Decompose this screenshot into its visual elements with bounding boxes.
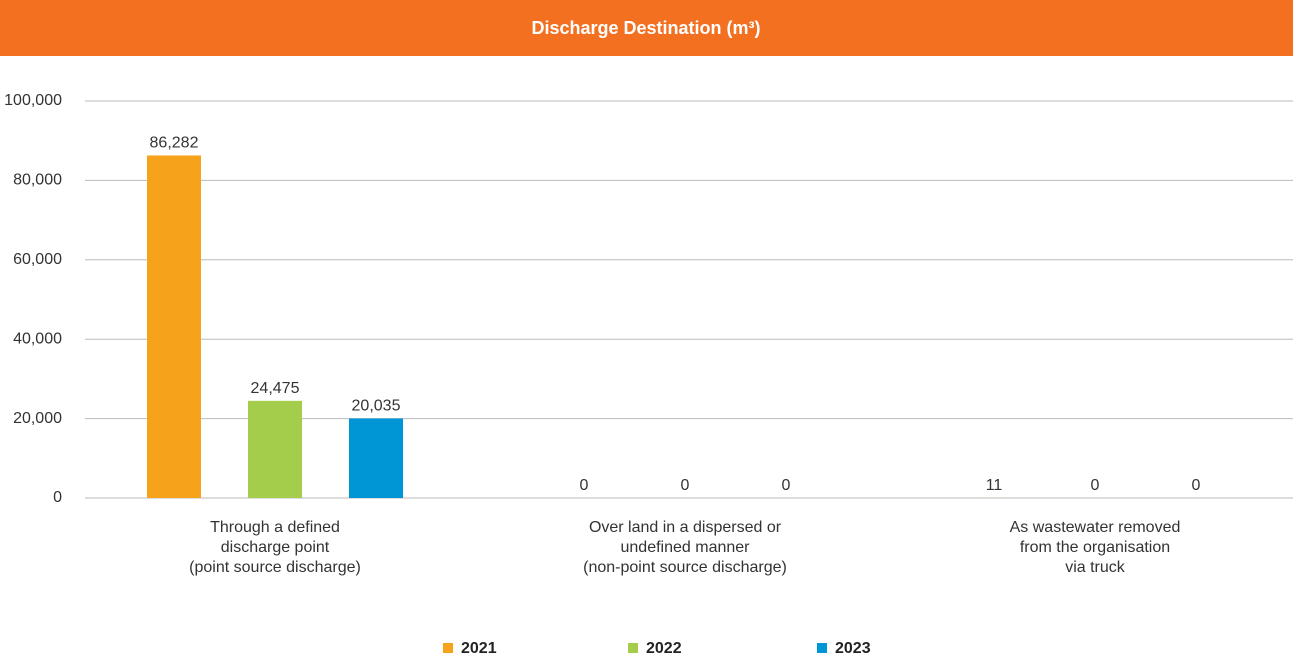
y-tick-label: 20,000 xyxy=(13,410,62,427)
x-tick-label: As wastewater removed from the organisati… xyxy=(1010,519,1181,576)
x-tick-label: Over land in a dispersed or undefined man… xyxy=(583,519,787,576)
value-label: 86,282 xyxy=(150,135,199,152)
value-label: 0 xyxy=(1091,477,1100,494)
value-label: 0 xyxy=(580,477,589,494)
value-label: 0 xyxy=(782,477,791,494)
legend-swatch xyxy=(817,643,827,653)
title-bar xyxy=(0,0,1293,56)
y-tick-label: 80,000 xyxy=(13,172,62,189)
legend-label: 2022 xyxy=(646,640,682,657)
value-label: 0 xyxy=(1192,477,1201,494)
value-label: 11 xyxy=(986,477,1003,494)
x-tick-label: Through a defined discharge point (point s… xyxy=(189,519,361,576)
legend-label: 2023 xyxy=(835,640,871,657)
y-tick-label: 60,000 xyxy=(13,251,62,268)
bar xyxy=(349,418,403,498)
value-label: 0 xyxy=(681,477,690,494)
y-tick-label: 40,000 xyxy=(13,330,62,347)
value-label: 24,475 xyxy=(251,380,300,397)
y-tick-label: 0 xyxy=(53,489,62,506)
value-label: 20,035 xyxy=(352,398,401,415)
chart-title: Discharge Destination (m³) xyxy=(531,18,760,38)
legend-label: 2021 xyxy=(461,640,497,657)
y-tick-label: 100,000 xyxy=(4,92,62,109)
bar xyxy=(147,155,201,499)
legend-swatch xyxy=(628,643,638,653)
bar xyxy=(248,400,302,498)
legend-swatch xyxy=(443,643,453,653)
